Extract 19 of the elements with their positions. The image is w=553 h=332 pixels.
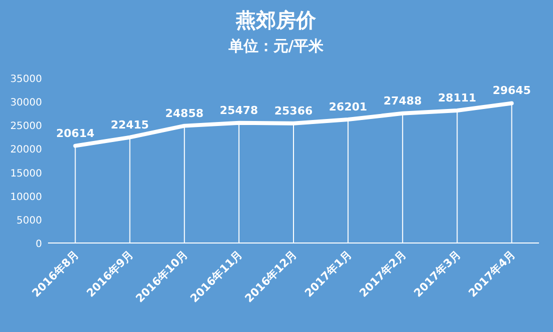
chart-subtitle: 单位：元/平米 <box>227 37 325 55</box>
y-tick-label: 10000 <box>10 192 42 203</box>
y-tick-label: 30000 <box>10 98 42 109</box>
y-tick-label: 5000 <box>16 215 42 226</box>
y-tick-label: 35000 <box>10 74 42 85</box>
chart-title: 燕郊房价 <box>235 8 317 32</box>
data-label: 28111 <box>438 91 476 104</box>
data-label: 26201 <box>328 100 368 114</box>
y-tick-label: 15000 <box>10 168 42 180</box>
data-label: 25366 <box>274 104 313 118</box>
data-label: 24858 <box>165 106 204 120</box>
y-tick-label: 25000 <box>10 121 42 132</box>
data-label: 22415 <box>110 118 149 132</box>
y-tick-label: 20000 <box>10 144 42 156</box>
y-tick-label: 0 <box>36 239 42 250</box>
data-label: 20614 <box>56 126 95 140</box>
data-label: 27488 <box>383 94 422 108</box>
data-label: 25478 <box>220 104 258 117</box>
data-label: 29645 <box>492 84 531 98</box>
